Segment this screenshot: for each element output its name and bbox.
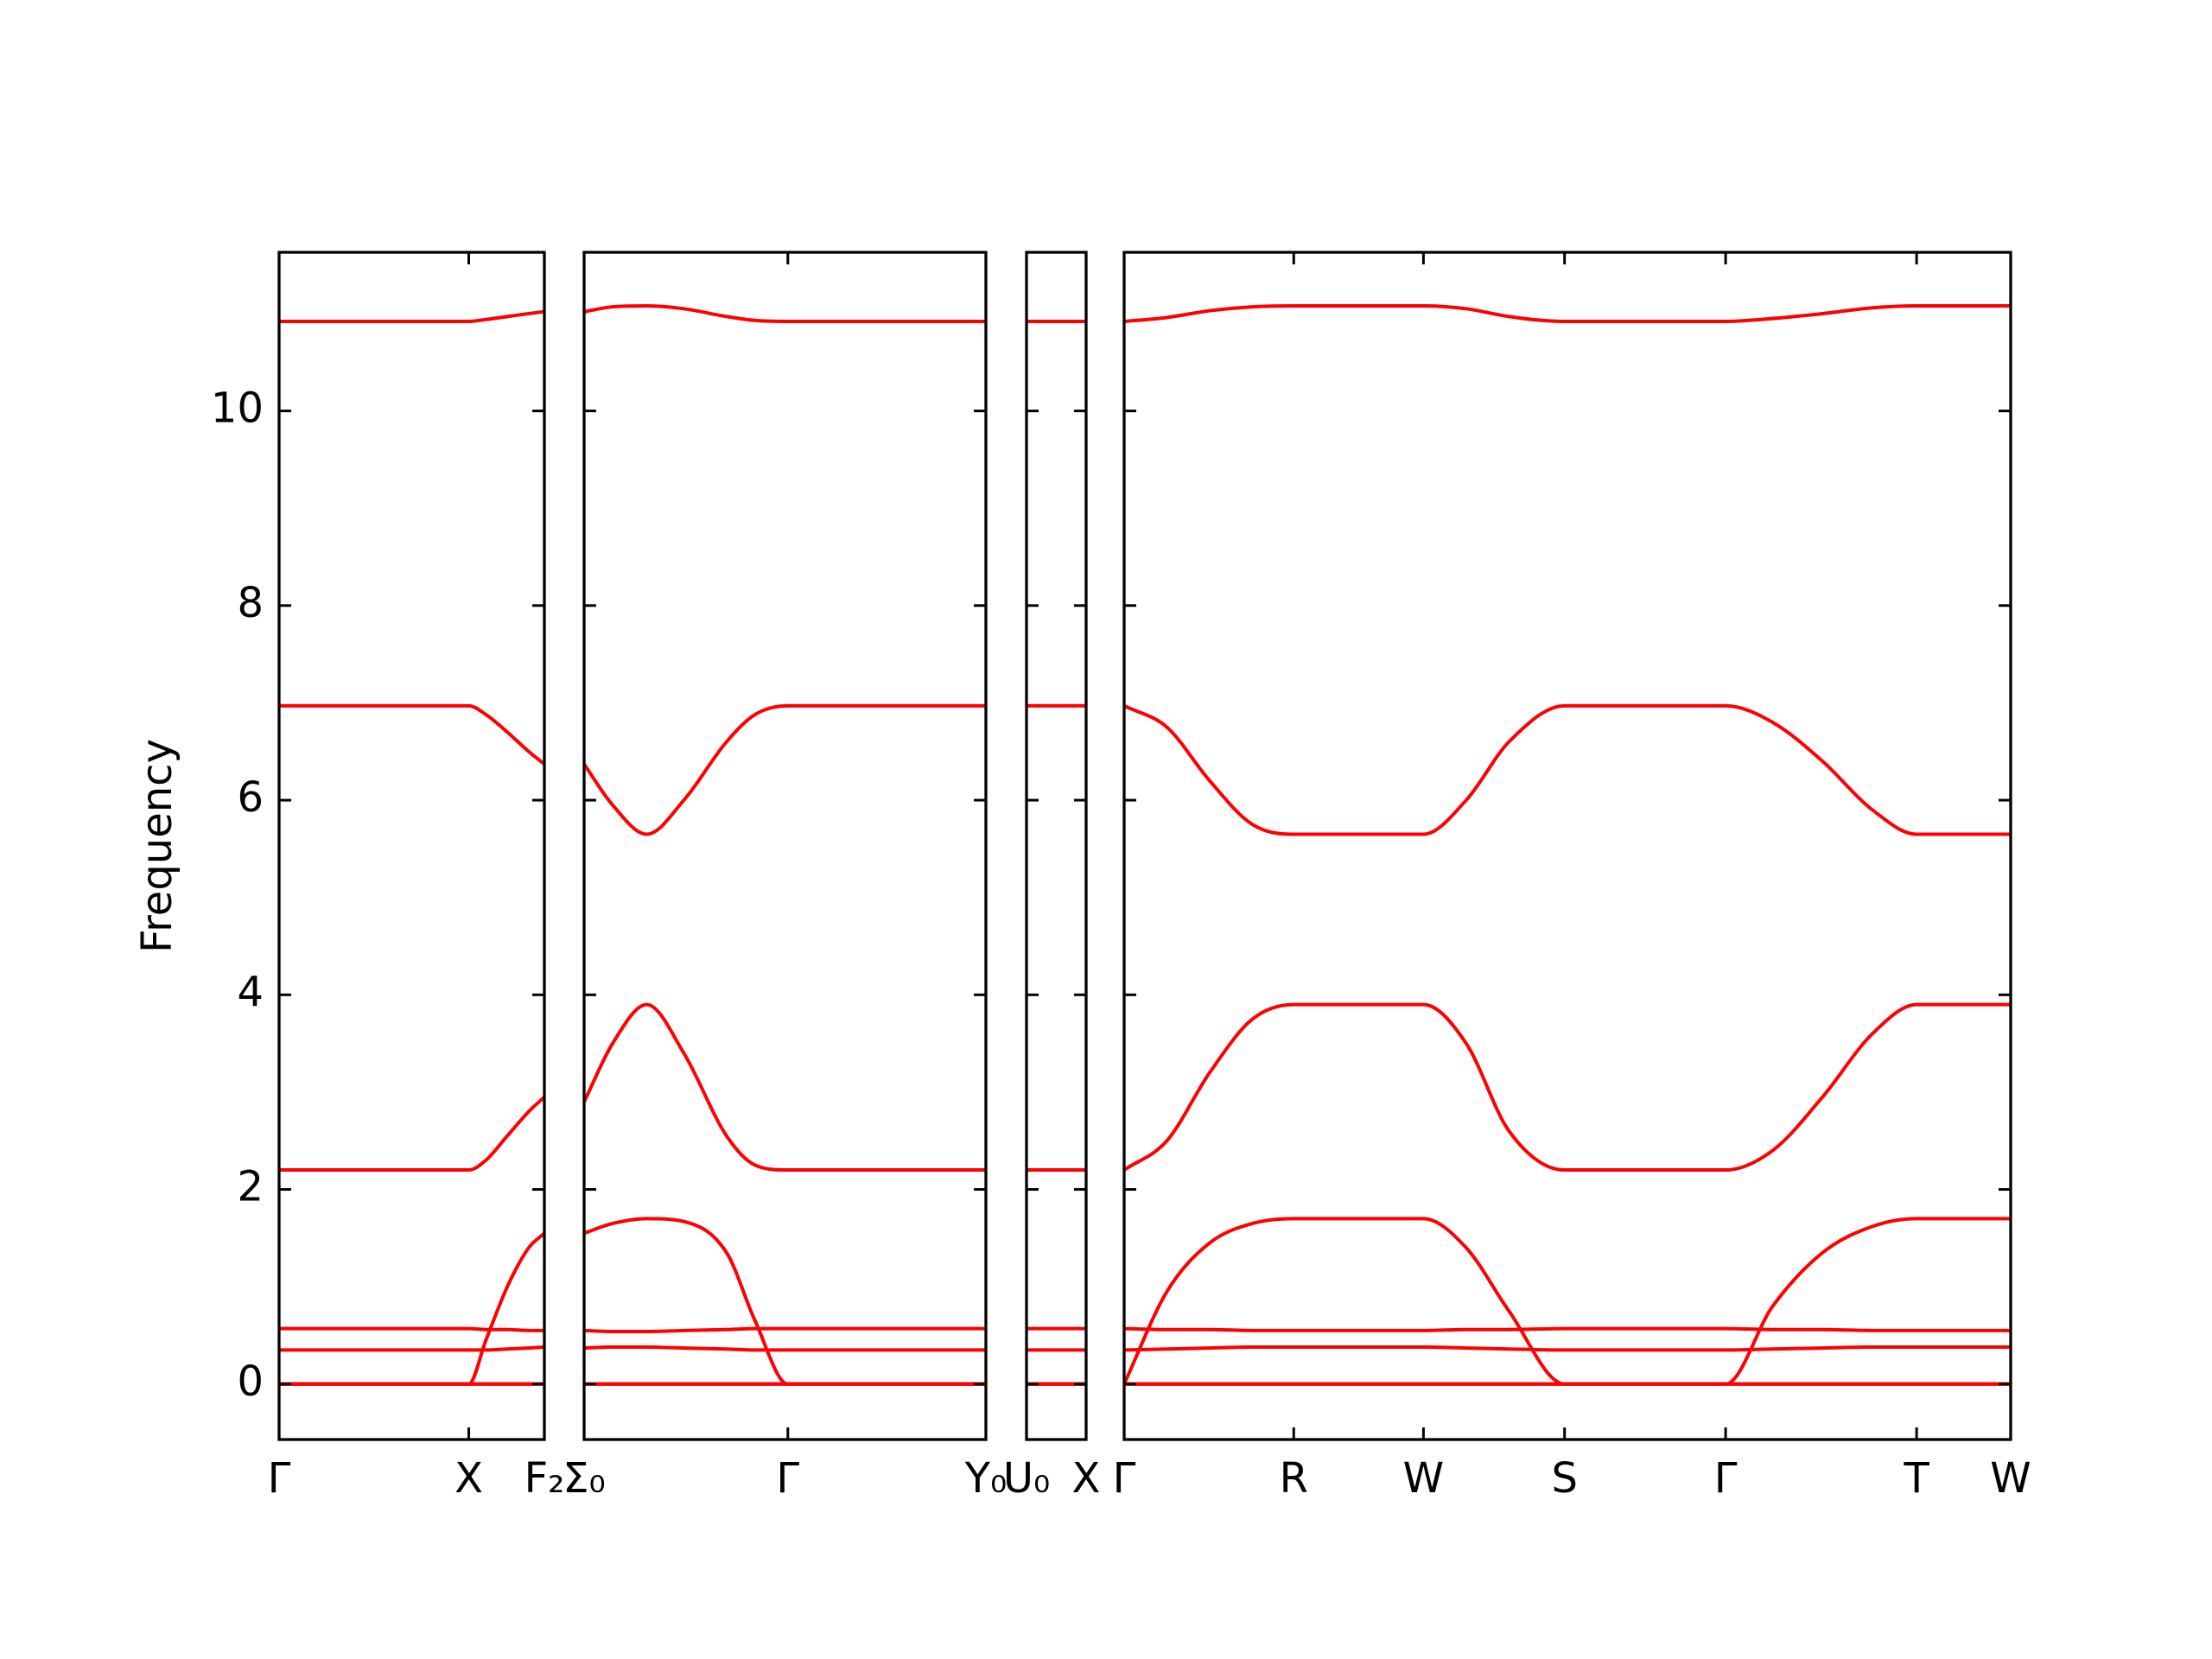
band-line — [279, 1326, 544, 1332]
x-tick-label: R — [1280, 1454, 1308, 1503]
band-line — [1124, 703, 2011, 836]
band-line — [1124, 1326, 2011, 1332]
x-tick-label: F₂ — [524, 1454, 565, 1503]
band-line — [279, 309, 544, 323]
band-line — [1124, 1345, 2011, 1352]
x-tick-label: Γ — [1714, 1454, 1738, 1503]
y-tick-label: 4 — [237, 968, 264, 1016]
y-tick-label: 2 — [237, 1163, 264, 1211]
y-tick-label: 0 — [237, 1357, 264, 1406]
x-tick-label: S — [1551, 1454, 1577, 1503]
band-line — [1124, 303, 2011, 323]
x-tick-label: T — [1903, 1454, 1929, 1503]
y-axis-label: Frequency — [133, 739, 181, 953]
band-line — [584, 303, 986, 323]
axes-frame — [277, 251, 546, 1441]
band-line — [584, 1326, 986, 1333]
band-line — [279, 1231, 544, 1386]
y-tick-label: 8 — [237, 579, 264, 627]
x-tick-label: Γ — [1113, 1454, 1136, 1503]
axes-frame — [1025, 251, 1088, 1441]
x-tick-label: Γ — [268, 1454, 291, 1503]
axes-frame — [1122, 251, 2012, 1441]
y-tick-label: 10 — [211, 385, 264, 433]
axes-frame — [582, 251, 988, 1441]
band-line — [279, 703, 544, 766]
band-line — [279, 1096, 544, 1173]
x-tick-label: X — [454, 1454, 483, 1503]
x-tick-label: X — [1072, 1454, 1101, 1503]
x-tick-label: Γ — [776, 1454, 799, 1503]
y-tick-label: 6 — [237, 773, 264, 822]
band-line — [584, 703, 986, 836]
band-line — [584, 1002, 986, 1173]
band-line — [1124, 1002, 2011, 1173]
x-tick-label: Y₀ — [964, 1454, 1007, 1503]
band-line — [1124, 1217, 2011, 1386]
x-tick-label: W — [1403, 1454, 1444, 1503]
band-line — [279, 1345, 544, 1352]
band-line — [584, 1345, 986, 1352]
x-tick-label: Σ₀ — [563, 1454, 606, 1503]
x-tick-label: W — [1990, 1454, 2031, 1503]
x-tick-label: U₀ — [1003, 1454, 1050, 1503]
band-line — [584, 1217, 986, 1386]
